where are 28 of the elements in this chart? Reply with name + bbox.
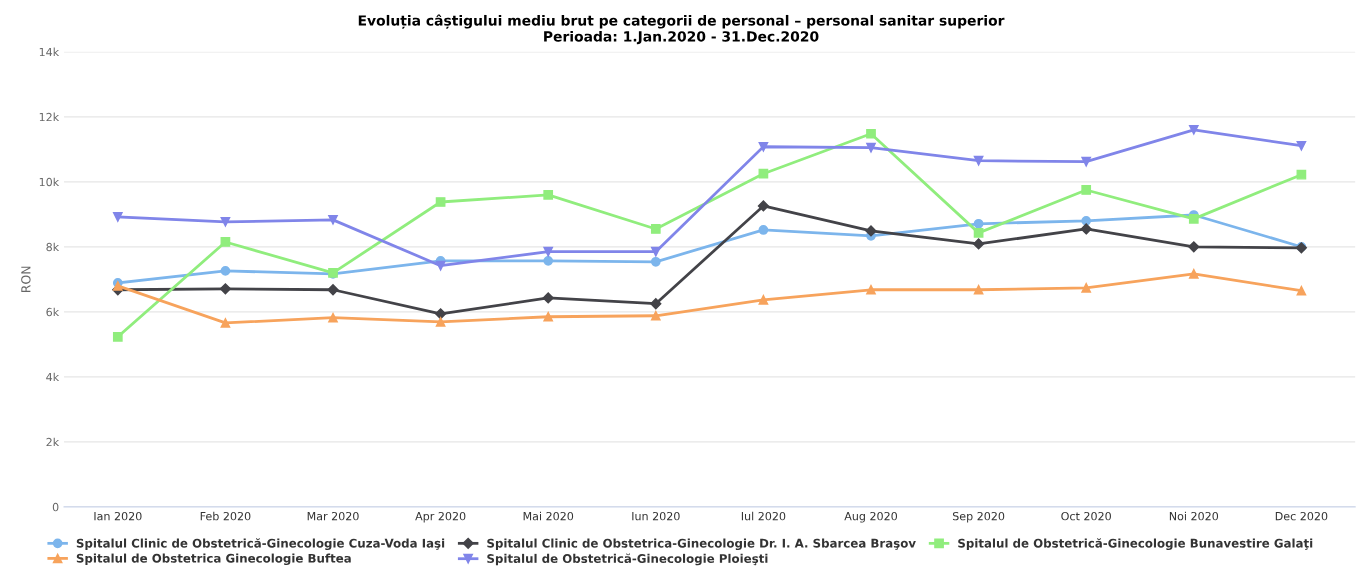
legend-label: Spitalul Clinic de Obstetrica-Ginecologie Dr. I. A. Sbarcea Braşov [487,538,916,551]
y-tick-label: 12k [39,112,60,122]
x-tick-label: Apr 2020 [415,511,466,523]
y-tick-label: 14k [39,47,60,57]
y-tick-label: 8k [46,242,60,252]
x-tick-label: Mai 2020 [523,511,574,521]
x-tick-label: Oct 2020 [1061,511,1111,521]
x-tick-label: Iul 2020 [741,511,786,521]
x-tick-label: Ian 2020 [94,511,142,521]
chart-title: Evoluția câștigului mediu brut pe categorii de personal – personal sanitar superior [358,14,1005,29]
legend-label: Spitalul de Obstetrica Ginecologie Buftea [76,553,351,566]
y-tick-label: 6k [46,307,60,317]
x-tick-label: Sep 2020 [952,511,1005,523]
legend-label: Spitalul de Obstetrică-Ginecologie Bunavestire Galaţi [958,538,1313,551]
x-tick-label: Noi 2020 [1169,511,1219,521]
x-tick-label: Dec 2020 [1275,511,1328,521]
y-axis-title: RON [21,266,31,293]
y-tick-label: 0 [52,502,59,512]
x-tick-label: Iun 2020 [632,511,680,521]
chart-subtitle: Perioada: 1.Jan.2020 - 31.Dec.2020 [544,30,819,45]
y-tick-label: 2k [46,437,60,447]
legend-label: Spitalul Clinic de Obstetrică-Ginecologie Cuza-Voda Iaşi [76,538,445,551]
x-tick-label: Feb 2020 [200,511,251,521]
x-tick-label: Aug 2020 [844,511,898,523]
x-tick-label: Mar 2020 [307,511,359,521]
y-tick-label: 10k [39,177,60,187]
legend-label: Spitalul de Obstetrică-Ginecologie Ploieşti [487,553,768,566]
y-tick-label: 4k [46,372,60,382]
